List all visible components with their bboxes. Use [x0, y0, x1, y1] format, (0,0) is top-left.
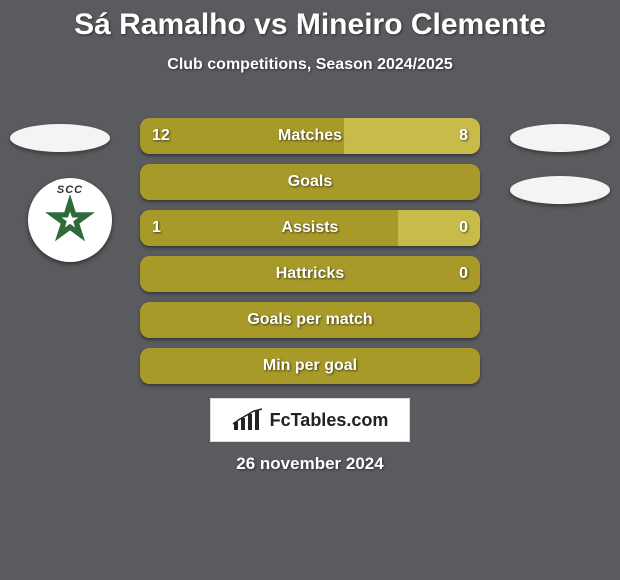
brand-chart-icon: [232, 408, 264, 432]
stat-bar: Assists1 0: [140, 210, 480, 246]
stat-bar: Matches12 8: [140, 118, 480, 154]
stat-bar: Goals per match: [140, 302, 480, 338]
stat-label: Assists: [140, 210, 480, 246]
club-badge-star: [44, 194, 96, 246]
stat-value-right: 0: [447, 210, 480, 246]
stat-value-right: 8: [447, 118, 480, 154]
brand-box[interactable]: FcTables.com: [210, 398, 410, 442]
stat-label: Hattricks: [140, 256, 480, 292]
club-badge: SCC: [28, 178, 112, 262]
stat-label: Matches: [140, 118, 480, 154]
stat-bar: Goals: [140, 164, 480, 200]
stat-value-left: 12: [140, 118, 182, 154]
stat-label: Goals per match: [140, 302, 480, 338]
stat-label: Min per goal: [140, 348, 480, 384]
stat-bar: Hattricks0: [140, 256, 480, 292]
player-right-badge-oval-2: [510, 176, 610, 204]
subtitle: Club competitions, Season 2024/2025: [0, 56, 620, 74]
page-title: Sá Ramalho vs Mineiro Clemente: [0, 0, 620, 42]
player-left-badge-oval: [10, 124, 110, 152]
player-right-badge-oval: [510, 124, 610, 152]
stat-value-right: 0: [447, 256, 480, 292]
brand-text: FcTables.com: [270, 410, 389, 431]
stat-label: Goals: [140, 164, 480, 200]
stats-panel: Matches128GoalsAssists10Hattricks0Goals …: [140, 118, 480, 394]
stat-bar: Min per goal: [140, 348, 480, 384]
footer-date: 26 november 2024: [0, 454, 620, 474]
star-inner-icon: [60, 210, 80, 230]
stat-value-left: 1: [140, 210, 173, 246]
infographic-root: Sá Ramalho vs Mineiro Clemente Club comp…: [0, 0, 620, 580]
